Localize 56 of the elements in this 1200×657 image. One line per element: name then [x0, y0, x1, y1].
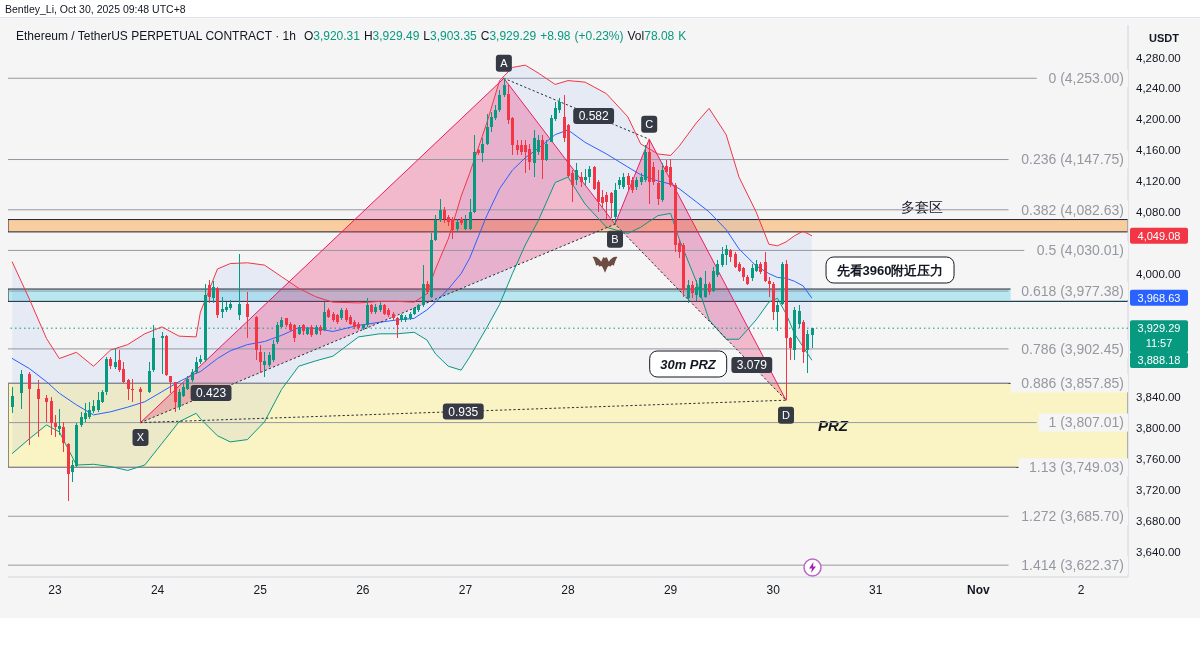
x-tick-label: 31: [869, 582, 883, 597]
y-axis-title: USDT: [1148, 31, 1180, 45]
annotation: 0.423: [196, 386, 227, 401]
y-tick-label: 3,720.00: [1136, 483, 1181, 496]
annotation: B: [611, 233, 619, 246]
annotation: 0.582: [578, 109, 609, 124]
annotation: 30m PRZ: [649, 350, 727, 378]
ref-line-label: 3,929.29 11:57: [1137, 322, 1181, 350]
ref-line-label: 1.13 (3,749.03): [1029, 459, 1124, 476]
y-tick-label: 3,840.00: [1136, 391, 1181, 404]
text: Bentley_Li, Oct 30, 2025 09:48 UTC+8: [5, 3, 186, 15]
x-tick-label: 27: [458, 582, 473, 597]
annotation: X: [136, 431, 145, 444]
band-label: PRZ: [818, 416, 849, 434]
x-tick-label: 23: [48, 582, 63, 597]
ref-line-label: 0.886 (3,857.85): [1021, 375, 1124, 392]
ref-line-label: 0.786 (3,902.45): [1021, 340, 1124, 357]
text: 3,888.18: [1137, 353, 1181, 366]
ref-line-label: 0.5 (4,030.01): [1036, 242, 1124, 259]
y-tick-label: 4,200.00: [1136, 113, 1181, 126]
y-tick-label: 4,000.00: [1136, 267, 1181, 280]
ref-line-label: 0 (4,253.00): [1048, 70, 1124, 87]
x-tick-label: 26: [356, 582, 370, 597]
x-tick-label: 2: [1077, 582, 1085, 597]
annotation: A: [500, 57, 509, 70]
y-tick-label: 4,240.00: [1136, 82, 1181, 95]
annotation: 3.079: [736, 358, 768, 373]
x-tick-label: 24: [150, 582, 165, 597]
y-tick-label: 3,760.00: [1136, 452, 1181, 465]
ref-line-label: 1.414 (3,622.37): [1021, 557, 1124, 574]
x-tick-label: 25: [253, 582, 268, 597]
annotation: 0.935: [448, 404, 479, 419]
text: O3,920.31 H3,929.49 L3,903.35 C3,929.29 +8.98 (+0.23%) Vol78.08 K: [303, 29, 687, 43]
y-tick-label: 3,680.00: [1136, 514, 1181, 527]
annotation: D: [782, 409, 791, 422]
x-tick-label: Nov: [967, 582, 991, 597]
x-tick-label: 29: [663, 582, 678, 597]
ref-line-label: 0.382 (4,082.63): [1021, 201, 1124, 218]
ref-line-label: 0.618 (3,977.38): [1021, 282, 1124, 299]
y-tick-label: 3,640.00: [1136, 545, 1181, 558]
y-tick-label: 4,160.00: [1136, 144, 1181, 157]
text: 4,049.08: [1137, 229, 1181, 242]
y-tick-label: 4,280.00: [1136, 51, 1181, 64]
text: 3,968.63: [1137, 291, 1181, 304]
band-label: 多套区: [901, 198, 943, 215]
y-tick-label: 3,800.00: [1136, 422, 1181, 435]
annotation: C: [645, 118, 654, 131]
y-tick-label: 4,120.00: [1136, 175, 1181, 188]
ref-line-label: 1 (3,807.01): [1048, 414, 1124, 431]
x-tick-label: 30: [766, 582, 781, 597]
x-tick-label: 28: [561, 582, 575, 597]
chart-title: Ethereum / TetherUS PERPETUAL CONTRACT · 1h: [16, 29, 296, 43]
ref-line-label: 0.236 (4,147.75): [1021, 151, 1124, 168]
y-tick-label: 4,080.00: [1136, 205, 1181, 218]
ref-line-label: 1.272 (3,685.70): [1021, 508, 1124, 525]
annotation: 先看3960附近压力: [825, 256, 955, 284]
